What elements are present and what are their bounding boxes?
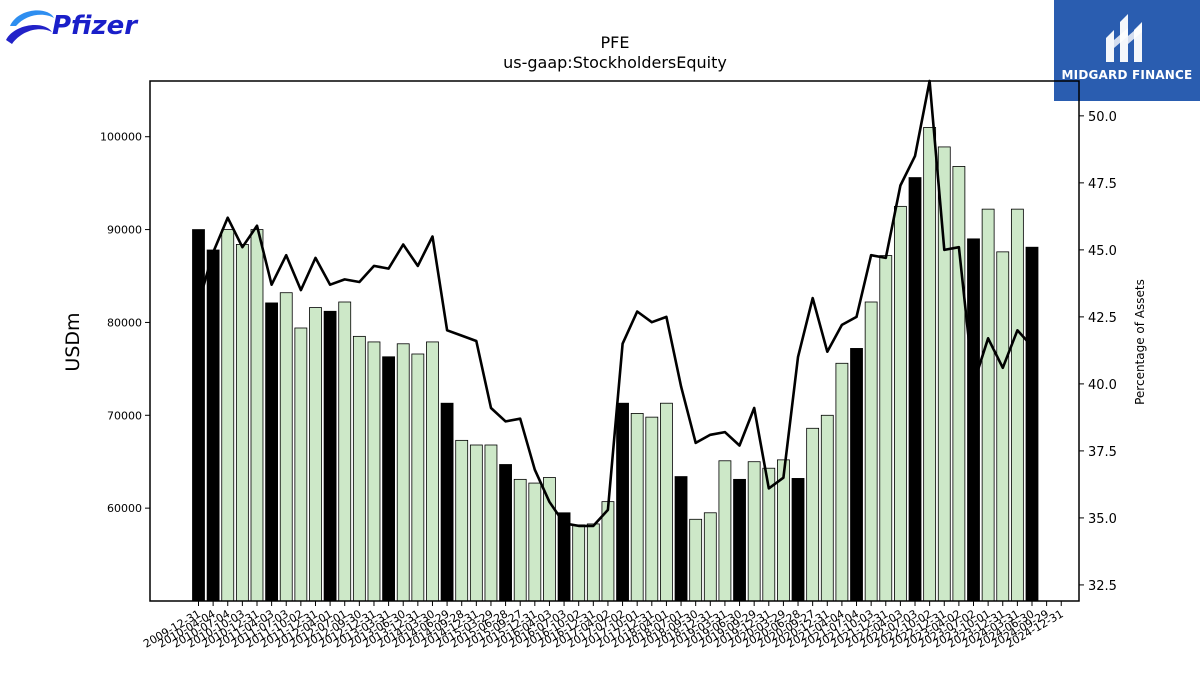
quarter-bar (718, 460, 732, 602)
quarter-bar (572, 524, 586, 602)
annual-bar (850, 348, 863, 602)
annual-bar (616, 402, 629, 602)
quarter-bar (411, 353, 425, 602)
quarter-bar (586, 523, 600, 602)
quarter-bar (630, 413, 644, 602)
equity-percentage-line (197, 79, 1033, 528)
y-axis-right: 32.5 35.0 37.5 40.0 42.5 45.0 47.5 50.0 (1079, 110, 1117, 594)
quarter-bar (689, 518, 703, 602)
quarter-bar (747, 461, 761, 602)
quarter-bar (309, 307, 322, 602)
quarter-bar (806, 427, 820, 602)
quarter-bar (660, 402, 673, 602)
quarter-bar (221, 229, 235, 602)
annual-bar (674, 476, 688, 602)
quarter-bar (484, 444, 498, 602)
quarter-bar (338, 301, 352, 602)
y-tick-label: 100000 (100, 131, 142, 144)
y-axis-label-right: Percentage of Assets (1133, 279, 1147, 405)
annual-bar (1025, 246, 1039, 602)
quarter-bar (820, 414, 834, 602)
chart-subtitle: us-gaap:StockholdersEquity (503, 53, 727, 72)
quarter-bar (469, 444, 483, 602)
quarter-bar (396, 343, 410, 602)
annual-bar (908, 177, 922, 602)
annual-bar (323, 310, 337, 602)
y-right-tick-label: 47.5 (1088, 177, 1117, 192)
quarter-bar (352, 335, 366, 602)
y-axis-left: 60000 70000 80000 90000 100000 (100, 131, 150, 515)
y-right-tick-label: 37.5 (1088, 445, 1117, 460)
quarter-bar (923, 127, 937, 602)
x-axis: 2009-12-312010-04-042010-07-042010-10-03… (141, 601, 1066, 651)
y-right-tick-label: 42.5 (1088, 311, 1117, 326)
y-tick-label: 70000 (107, 409, 142, 422)
bar-group (192, 127, 1039, 602)
quarter-bar (1010, 208, 1024, 602)
y-right-tick-label: 40.0 (1088, 378, 1117, 393)
quarter-bar (893, 205, 907, 602)
quarter-bar (864, 301, 878, 602)
quarter-bar (294, 327, 308, 602)
annual-bar (206, 249, 220, 602)
line-group (197, 79, 1033, 528)
quarter-bar (528, 482, 542, 602)
quarter-bar (879, 255, 893, 602)
annual-bar (733, 478, 746, 602)
y-right-tick-label: 35.0 (1088, 512, 1117, 527)
quarter-bar (426, 341, 439, 602)
annual-bar (557, 512, 571, 602)
chart-title: PFE (601, 33, 630, 52)
midgard-m-icon (1106, 14, 1142, 62)
annual-bar (440, 402, 454, 602)
pfizer-logo: Pfizer (0, 0, 140, 62)
quarter-bar (996, 251, 1010, 602)
y-right-tick-label: 50.0 (1088, 110, 1117, 125)
quarter-bar (279, 292, 293, 602)
pfizer-swoosh-icon (6, 10, 54, 44)
quarter-bar (455, 439, 469, 602)
y-right-tick-label: 32.5 (1088, 579, 1117, 594)
pfizer-wordmark: Pfizer (52, 11, 138, 41)
annual-bar (382, 356, 395, 602)
y-tick-label: 80000 (107, 316, 142, 329)
quarter-bar (543, 477, 556, 602)
quarter-bar (601, 501, 615, 602)
quarter-bar (952, 166, 966, 602)
quarter-bar (981, 208, 995, 602)
y-tick-label: 60000 (107, 502, 142, 515)
plot-frame (149, 80, 1080, 602)
annual-bar (499, 464, 512, 602)
y-tick-label: 90000 (107, 224, 142, 237)
annual-bar (265, 302, 279, 602)
quarter-bar (703, 512, 717, 602)
quarter-bar (513, 478, 527, 602)
annual-bar (967, 238, 980, 602)
quarter-bar (250, 229, 264, 602)
annual-bar (791, 478, 805, 602)
midgard-wordmark: MIDGARD FINANCE (1061, 68, 1193, 82)
y-axis-label: USDm (62, 312, 84, 371)
y-right-tick-label: 45.0 (1088, 244, 1117, 259)
quarter-bar (367, 341, 381, 602)
quarter-bar (645, 416, 659, 602)
quarter-bar (235, 244, 249, 602)
quarter-bar (835, 362, 849, 602)
